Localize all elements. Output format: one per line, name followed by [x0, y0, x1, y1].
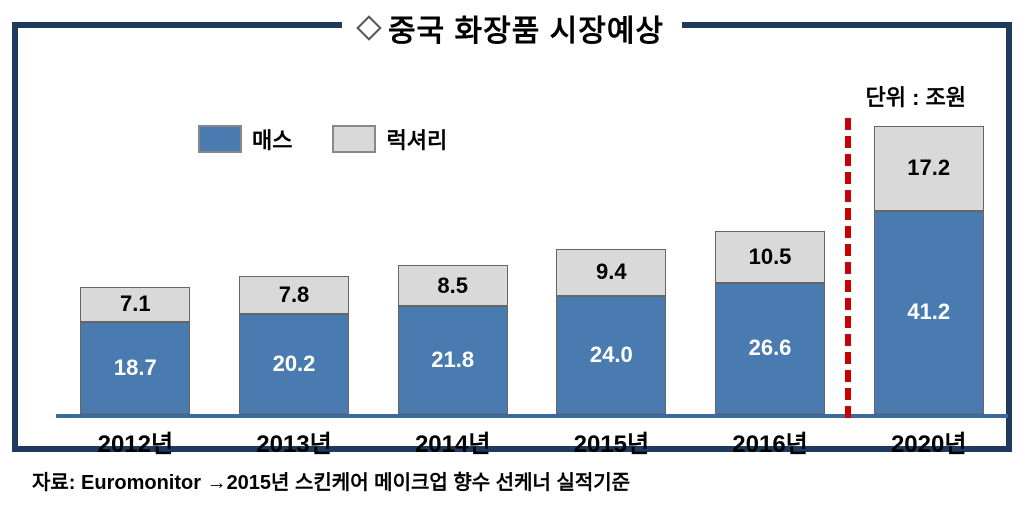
source-text: 자료: Euromonitor →2015년 스킨케어 메이크업 향수 선케너 …	[32, 466, 630, 495]
x-axis-label: 2016년	[691, 424, 850, 459]
chart-title-wrap: 중국 화장품 시장예상	[342, 6, 682, 50]
x-axis-labels: 2012년2013년2014년2015년2016년2020년	[56, 424, 1008, 459]
unit-label: 단위 : 조원	[865, 80, 966, 112]
x-axis-label: 2013년	[215, 424, 374, 459]
bar-slot: 10.526.6	[691, 118, 850, 414]
bar-segment-mass: 41.2	[874, 211, 984, 414]
bar-segment-luxury: 8.5	[398, 265, 508, 307]
chart-frame: 단위 : 조원 매스 럭셔리 7.118.77.820.28.521.89.42…	[12, 22, 1012, 452]
bar-slot: 7.118.7	[56, 118, 215, 414]
x-axis-label: 2015년	[532, 424, 691, 459]
bars-container: 7.118.77.820.28.521.89.424.010.526.617.2…	[56, 118, 1008, 414]
bar-segment-luxury: 17.2	[874, 126, 984, 211]
bar-segment-mass: 26.6	[715, 283, 825, 414]
bar-segment-mass: 21.8	[398, 306, 508, 414]
bar-slot: 9.424.0	[532, 118, 691, 414]
x-axis-label: 2020년	[849, 424, 1008, 459]
bar-segment-luxury: 10.5	[715, 231, 825, 283]
bar-slot: 17.241.2	[849, 118, 1008, 414]
bar-segment-mass: 18.7	[80, 322, 190, 414]
axis-baseline	[56, 414, 1008, 418]
chart-title: 중국 화장품 시장예상	[388, 6, 664, 50]
diamond-icon	[356, 15, 381, 40]
bar-segment-luxury: 9.4	[556, 249, 666, 295]
bar-slot: 8.521.8	[373, 118, 532, 414]
bar-segment-mass: 24.0	[556, 296, 666, 414]
bar-slot: 7.820.2	[215, 118, 374, 414]
chart-area: 7.118.77.820.28.521.89.424.010.526.617.2…	[56, 118, 1008, 418]
bar-segment-mass: 20.2	[239, 314, 349, 414]
bar-segment-luxury: 7.1	[80, 287, 190, 322]
x-axis-label: 2014년	[373, 424, 532, 459]
bar-segment-luxury: 7.8	[239, 276, 349, 314]
x-axis-label: 2012년	[56, 424, 215, 459]
forecast-divider	[845, 118, 851, 418]
